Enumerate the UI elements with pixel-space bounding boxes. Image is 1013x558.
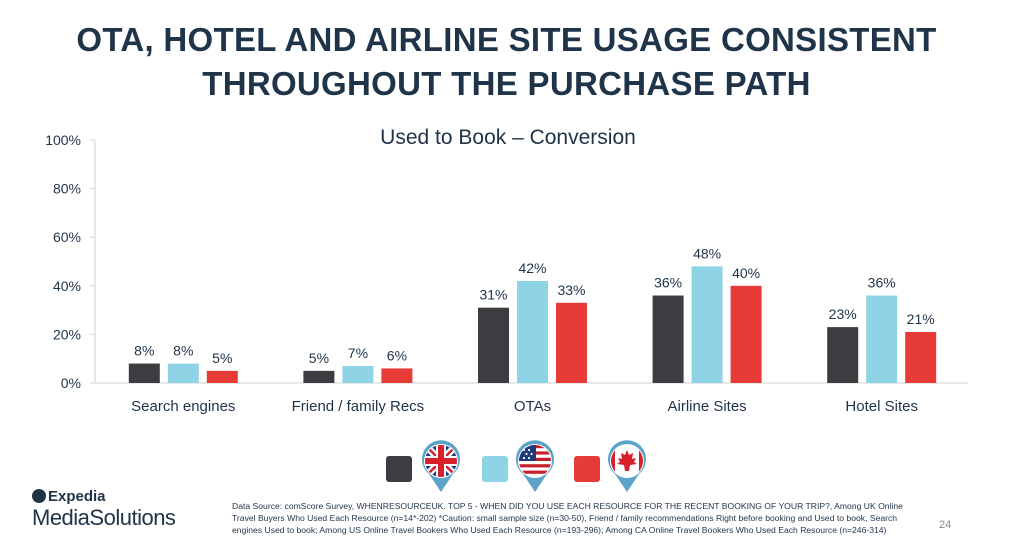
- y-tick-label: 40%: [53, 278, 81, 294]
- data-label: 36%: [654, 275, 682, 291]
- title-line-1: OTA, HOTEL AND AIRLINE SITE USAGE CONSIS…: [76, 21, 937, 58]
- chart-title: Used to Book – Conversion: [380, 126, 636, 149]
- bar: [556, 302, 587, 383]
- data-label: 8%: [173, 343, 193, 359]
- y-tick-label: 80%: [53, 181, 81, 197]
- bar: [905, 331, 937, 383]
- data-label: 23%: [829, 306, 857, 322]
- data-label: 36%: [868, 275, 896, 291]
- bar: [206, 370, 238, 383]
- canada-flag-icon: [608, 440, 646, 492]
- x-category-label: Search engines: [131, 398, 235, 415]
- bar: [342, 365, 374, 383]
- bar: [478, 307, 509, 383]
- y-tick-label: 100%: [45, 132, 81, 148]
- y-tick-label: 0%: [61, 375, 81, 391]
- bar-chart: Used to Book – Conversion 0% 20% 40% 60% 80% 1…: [45, 126, 968, 415]
- bar: [691, 266, 723, 383]
- bar: [866, 295, 898, 383]
- data-label: 31%: [479, 287, 507, 303]
- data-label: 8%: [134, 343, 154, 359]
- bar: [827, 327, 859, 383]
- data-source-note: Data Source: comScore Survey, WHENRESOUR…: [232, 501, 903, 535]
- data-label: 6%: [387, 347, 407, 363]
- x-category-label: OTAs: [514, 398, 551, 415]
- slide-title: OTA, HOTEL AND AIRLINE SITE USAGE CONSIS…: [0, 18, 1013, 106]
- x-category-label: Hotel Sites: [845, 398, 918, 415]
- data-label: 48%: [693, 245, 721, 261]
- bar: [730, 285, 762, 383]
- logo-text-top: Expedia: [48, 488, 106, 505]
- bar: [381, 368, 413, 383]
- title-line-2: THROUGHOUT THE PURCHASE PATH: [202, 65, 811, 102]
- bar: [517, 280, 548, 383]
- bar: [128, 363, 160, 383]
- expedia-media-solutions-logo: Expedia MediaSolutions: [32, 488, 202, 538]
- legend-swatch-canada: [574, 456, 600, 482]
- us-flag-icon: [516, 440, 554, 492]
- page-number: 24: [939, 519, 952, 531]
- x-category-label: Friend / family Recs: [292, 398, 425, 415]
- bar: [167, 363, 199, 383]
- logo-text-bottom: MediaSolutions: [32, 505, 176, 530]
- y-tick-label: 60%: [53, 229, 81, 245]
- data-label: 5%: [212, 350, 232, 366]
- legend-swatch-uk: [386, 456, 412, 482]
- data-label: 42%: [518, 260, 546, 276]
- data-label: 7%: [348, 345, 368, 361]
- bar: [303, 370, 335, 383]
- legend-swatch-us: [482, 456, 508, 482]
- bar: [652, 295, 684, 383]
- data-label: 40%: [732, 265, 760, 281]
- uk-flag-icon: [422, 440, 460, 492]
- x-category-label: Airline Sites: [667, 398, 746, 415]
- data-label: 5%: [309, 350, 329, 366]
- data-label: 21%: [907, 311, 935, 327]
- globe-icon: [32, 489, 46, 503]
- data-label: 33%: [557, 282, 585, 298]
- y-tick-label: 20%: [53, 326, 81, 342]
